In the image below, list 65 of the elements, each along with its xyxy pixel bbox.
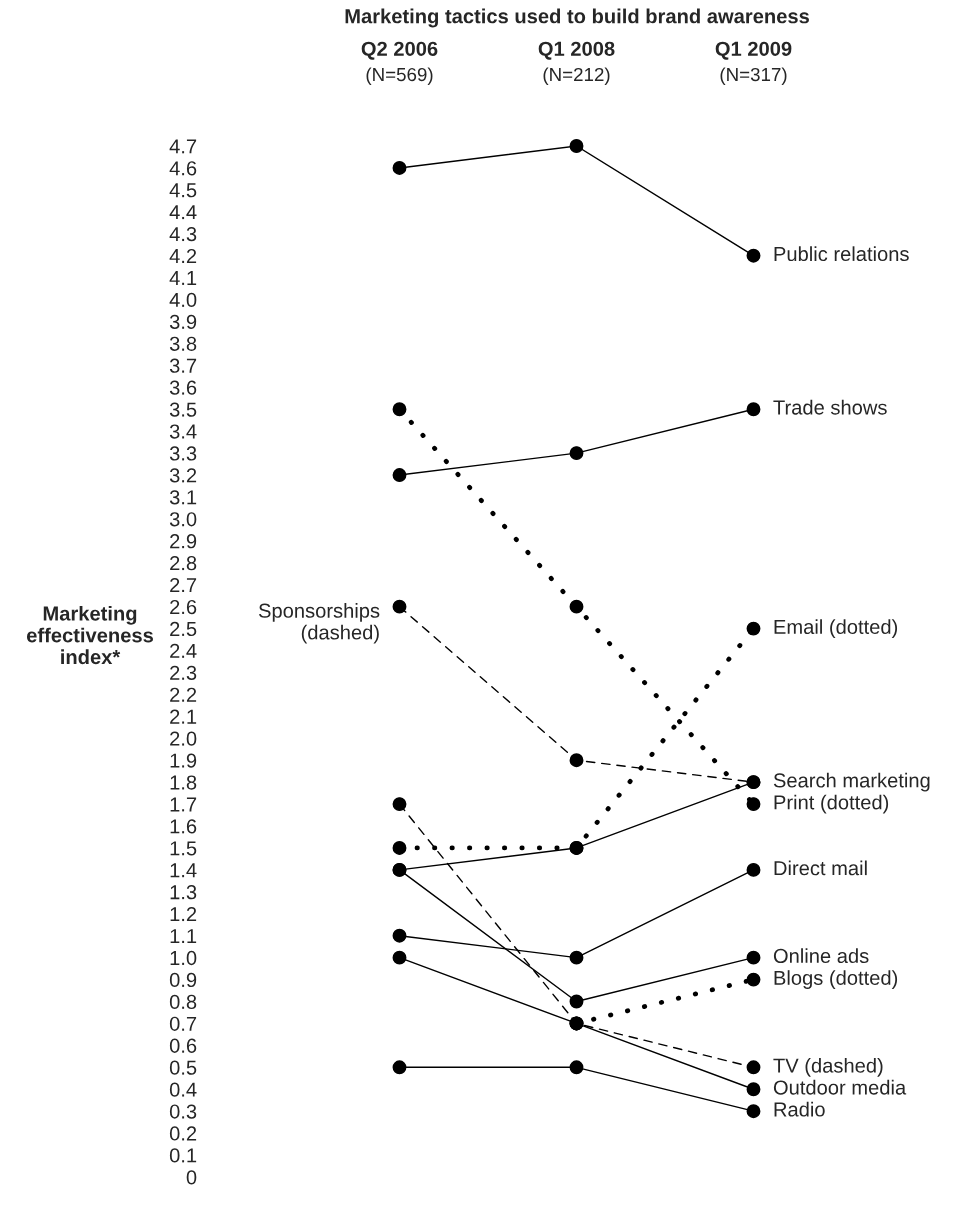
y-tick-label: 4.0 xyxy=(169,292,197,308)
series-label: TV (dashed) xyxy=(773,1057,883,1077)
series-label: Blogs (dotted) xyxy=(774,970,898,989)
y-tick-label: 1.3 xyxy=(170,885,197,900)
y-tick-label: 3.9 xyxy=(169,314,197,329)
x-tick-label: Q1 2008 (N=212) xyxy=(538,41,615,85)
y-tick-label: 0.5 xyxy=(169,1060,197,1075)
series-label: Trade shows xyxy=(773,399,887,415)
y-tick-label: 0.6 xyxy=(169,1038,197,1053)
y-tick-label: 0.8 xyxy=(169,994,197,1010)
series-label: Public relations xyxy=(774,246,909,262)
y-tick-label: 1.1 xyxy=(170,929,197,943)
series-label: Radio xyxy=(774,1101,825,1117)
y-tick-label: 0.9 xyxy=(169,972,197,988)
y-tick-label: 1.8 xyxy=(170,775,197,790)
series-label: Outdoor media xyxy=(773,1079,907,1095)
y-tick-label: 3.0 xyxy=(169,512,197,527)
y-tick-label: 2.4 xyxy=(170,643,197,658)
series-label: Search marketing xyxy=(773,772,930,792)
series-label: Email (dotted) xyxy=(774,619,898,638)
series-label: Direct mail xyxy=(774,860,867,876)
y-tick-label: 1.9 xyxy=(170,753,197,768)
y-tick-label: 2.2 xyxy=(170,687,197,702)
series-label: Online ads xyxy=(773,948,869,964)
y-tick-label: 4.3 xyxy=(169,226,197,242)
y-tick-label: 2.6 xyxy=(170,599,197,615)
y-tick-label: 4.7 xyxy=(169,139,197,154)
y-tick-label: 2.0 xyxy=(170,731,197,746)
y-tick-label: 2.9 xyxy=(170,534,197,549)
y-tick-label: 1.4 xyxy=(170,863,197,878)
y-tick-label: 2.7 xyxy=(170,577,197,593)
x-tick-label: Q1 2009 (N=317) xyxy=(715,41,792,85)
y-tick-label: 1.5 xyxy=(170,841,197,856)
y-tick-label: 2.1 xyxy=(170,709,197,724)
y-tick-label: 0.2 xyxy=(169,1126,197,1141)
y-tick-label: 2.3 xyxy=(170,665,197,680)
y-tick-label: 1.2 xyxy=(170,907,197,922)
y-tick-label: 3.8 xyxy=(169,336,197,351)
y-axis-title: Marketing effectiveness index* xyxy=(26,605,153,665)
series-label: Print (dotted) xyxy=(774,794,889,814)
y-tick-label: 3.6 xyxy=(169,380,197,395)
y-tick-label: 4.6 xyxy=(169,161,197,176)
y-tick-label: 0.4 xyxy=(169,1082,197,1097)
chart-title: Marketing tactics used to build brand awareness xyxy=(345,8,809,28)
y-tick-label: 3.7 xyxy=(169,358,197,373)
y-tick-label: 4.5 xyxy=(169,183,197,198)
y-tick-label: 1.0 xyxy=(170,950,197,966)
y-tick-label: 4.2 xyxy=(169,248,197,263)
series-label: Sponsorships (dashed) xyxy=(258,603,380,644)
x-tick-label: Q2 2006 (N=569) xyxy=(361,41,438,85)
y-tick-label: 0.7 xyxy=(169,1016,197,1031)
y-tick-label: 3.1 xyxy=(169,490,197,505)
y-tick-label: 3.3 xyxy=(169,446,197,461)
y-tick-label: 2.5 xyxy=(170,621,197,637)
y-tick-label: 0.3 xyxy=(169,1104,197,1119)
y-tick-label: 3.2 xyxy=(169,468,197,483)
y-tick-label: 1.6 xyxy=(170,819,197,834)
y-tick-label: 1.7 xyxy=(170,797,197,812)
y-tick-label: 3.4 xyxy=(169,424,197,439)
y-tick-label: 4.1 xyxy=(169,271,197,285)
y-tick-label: 0.1 xyxy=(169,1148,197,1163)
y-tick-label: 3.5 xyxy=(169,402,197,417)
y-tick-label: 0 xyxy=(186,1170,197,1185)
y-tick-label: 2.8 xyxy=(170,556,197,571)
y-tick-label: 4.4 xyxy=(169,205,197,220)
